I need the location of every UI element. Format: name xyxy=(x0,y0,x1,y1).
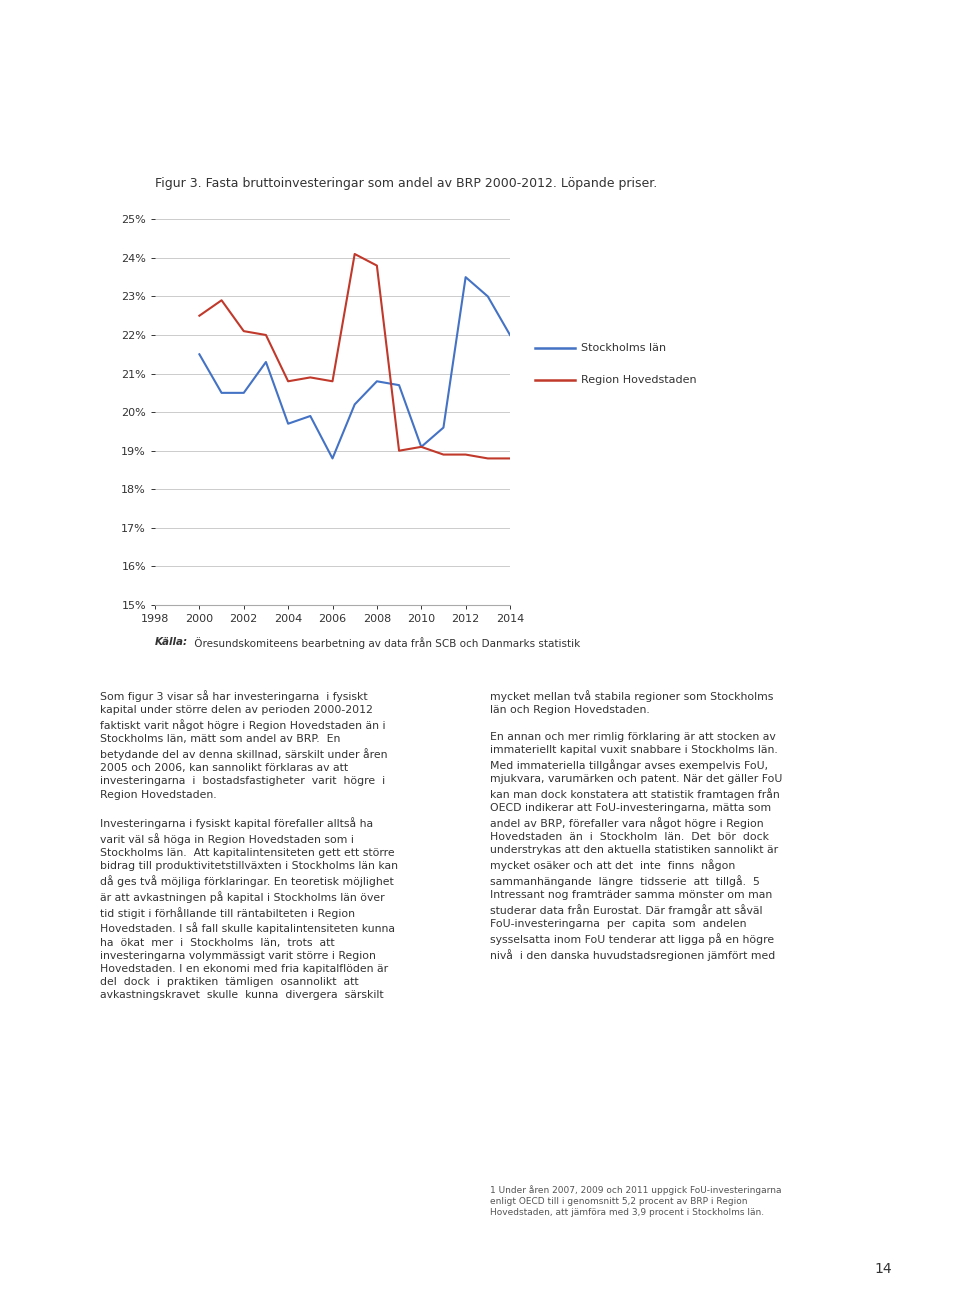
Text: ÖRESUNDSPERSPEKTIV: ÖRESUNDSPERSPEKTIV xyxy=(53,58,289,76)
Text: Figur 3. Fasta bruttoinvesteringar som andel av BRP 2000-2012. Löpande priser.: Figur 3. Fasta bruttoinvesteringar som a… xyxy=(155,177,658,190)
Text: Källa:: Källa: xyxy=(155,637,188,647)
Text: 1 Under åren 2007, 2009 och 2011 uppgick FoU-investeringarna
enligt OECD till i : 1 Under åren 2007, 2009 och 2011 uppgick… xyxy=(490,1185,781,1217)
Text: Som figur 3 visar så har investeringarna  i fysiskt
kapital under större delen a: Som figur 3 visar så har investeringarna… xyxy=(100,690,398,1000)
Text: Stockholms län: Stockholms län xyxy=(581,342,666,353)
Text: 14: 14 xyxy=(875,1262,892,1275)
Text: mycket mellan två stabila regioner som Stockholms
län och Region Hovedstaden.

E: mycket mellan två stabila regioner som S… xyxy=(490,690,782,961)
Text: NR 3 JUNI 2015: NR 3 JUNI 2015 xyxy=(230,61,340,75)
Text: Öresundskomiteens bearbetning av data från SCB och Danmarks statistik: Öresundskomiteens bearbetning av data fr… xyxy=(191,637,581,649)
Text: Region Hovedstaden: Region Hovedstaden xyxy=(581,375,697,385)
